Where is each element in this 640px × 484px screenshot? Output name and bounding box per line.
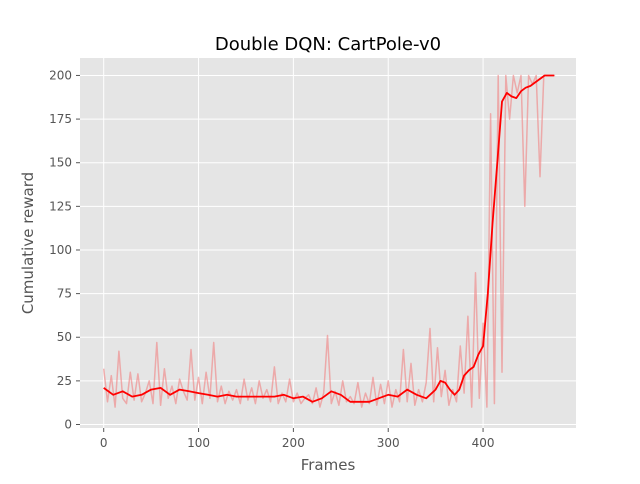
y-tick-label: 150 — [49, 156, 72, 170]
smoothed-series — [103, 74, 555, 403]
y-tick-label: 75 — [57, 287, 72, 301]
y-tick-label: 50 — [57, 330, 72, 344]
y-tick-label: 200 — [49, 68, 72, 82]
raw-reward-line — [102, 74, 556, 408]
chart-title: Double DQN: CartPole-v0 — [215, 34, 441, 55]
x-tick-label: 200 — [282, 436, 305, 450]
y-tick-label: 125 — [49, 199, 72, 213]
x-tick-label: 0 — [100, 436, 108, 450]
y-tick-label: 100 — [49, 243, 72, 257]
y-tick-label: 0 — [64, 418, 72, 432]
x-axis-label: Frames — [301, 456, 356, 474]
x-axis-ticks: 0 100 200 300 400 — [100, 428, 495, 450]
y-tick-label: 175 — [49, 112, 72, 126]
x-tick-label: 300 — [377, 436, 400, 450]
y-axis-label: Cumulative reward — [19, 172, 37, 314]
smoothed-reward-line — [103, 74, 555, 403]
y-tick-label: 25 — [57, 374, 72, 388]
x-tick-label: 100 — [187, 436, 210, 450]
x-tick-label: 400 — [472, 436, 495, 450]
raw-series — [102, 74, 556, 408]
y-axis-ticks: 0 25 50 75 100 125 150 175 200 — [49, 68, 80, 432]
